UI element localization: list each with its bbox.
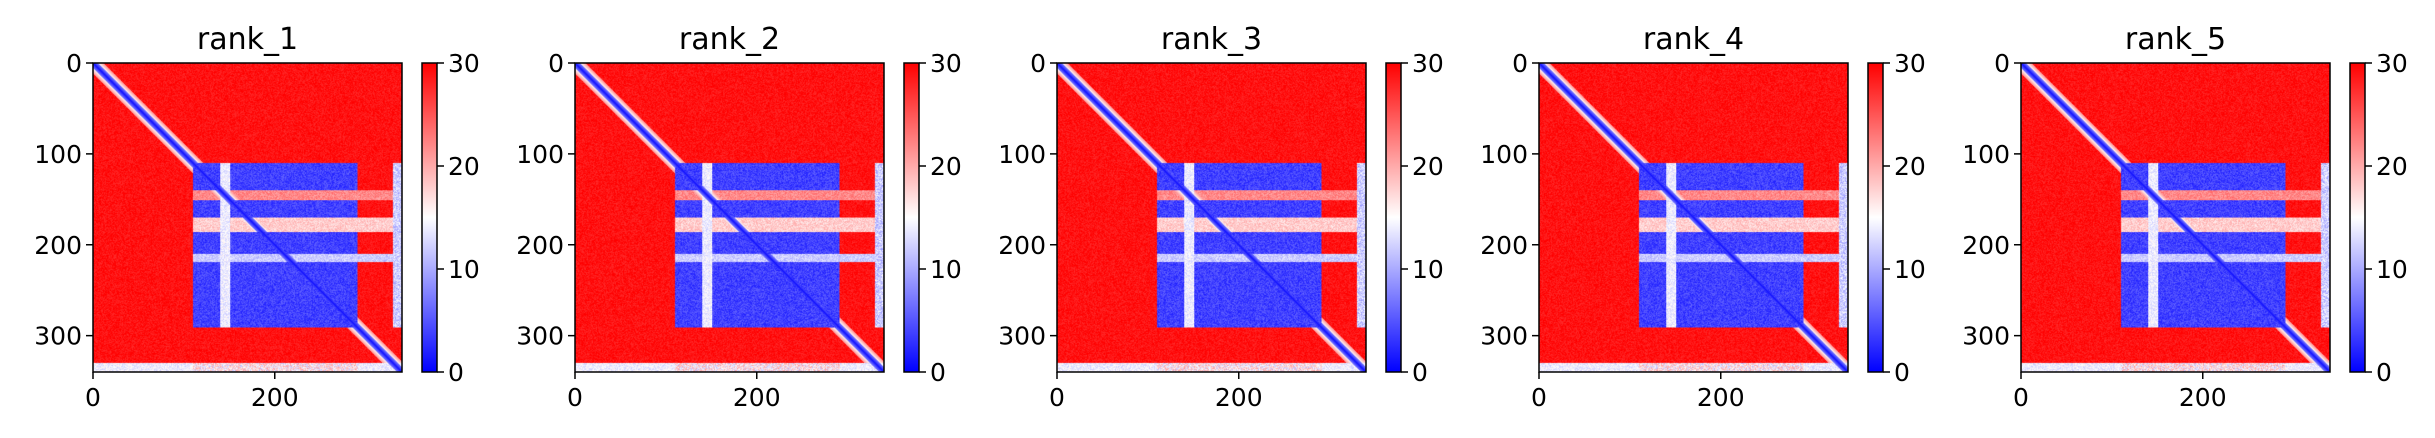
- colorbar-tick-label: 20: [1894, 152, 1926, 181]
- axes-frame: [1056, 62, 1367, 373]
- y-tick-label: 100: [516, 140, 564, 169]
- x-tick-label: 200: [2179, 383, 2227, 412]
- y-tick-label: 200: [34, 231, 82, 260]
- y-tick-label: 300: [1480, 322, 1528, 351]
- panel-title: rank_3: [1161, 22, 1262, 57]
- y-tick-label: 300: [516, 322, 564, 351]
- colorbar-tick-label: 30: [930, 49, 962, 78]
- colorbar-tick-label: 30: [448, 49, 480, 78]
- x-tick-label: 200: [1215, 383, 1263, 412]
- y-tick-label: 100: [1962, 140, 2010, 169]
- y-tick-label: 300: [998, 322, 1046, 351]
- panel-title: rank_4: [1643, 22, 1744, 57]
- panel-title: rank_2: [679, 22, 780, 57]
- heatmap-panel: rank_4 0 100 200 300 0 200 0 10 20 30: [1480, 22, 1926, 412]
- colorbar-tick-label: 20: [1412, 152, 1444, 181]
- heatmap-image: [2021, 63, 2330, 372]
- y-tick-label: 0: [66, 49, 82, 78]
- colorbar-tick-label: 30: [2376, 49, 2408, 78]
- heatmap-image: [93, 63, 402, 372]
- colorbar-tick-label: 0: [1412, 358, 1428, 387]
- colorbar-tick-label: 30: [1412, 49, 1444, 78]
- colorbar: [421, 62, 438, 373]
- colorbar-tick-label: 10: [2376, 255, 2408, 284]
- x-tick-label: 0: [1049, 383, 1065, 412]
- x-tick-label: 0: [567, 383, 583, 412]
- colorbar-tick-label: 10: [1894, 255, 1926, 284]
- panel-title: rank_1: [197, 22, 298, 57]
- y-tick-label: 200: [516, 231, 564, 260]
- y-tick-label: 0: [548, 49, 564, 78]
- colorbar: [1867, 62, 1884, 373]
- colorbar-tick-label: 10: [930, 255, 962, 284]
- heatmap-image: [575, 63, 884, 372]
- colorbar: [903, 62, 920, 373]
- x-tick-label: 200: [733, 383, 781, 412]
- x-tick-label: 0: [85, 383, 101, 412]
- y-tick-label: 300: [1962, 322, 2010, 351]
- heatmap-image: [1057, 63, 1366, 372]
- axes-frame: [92, 62, 403, 373]
- colorbar-tick-label: 10: [1412, 255, 1444, 284]
- heatmap-panel: rank_1 0 100 200 300 0 200 0 10 20 30: [34, 22, 480, 412]
- y-tick-label: 100: [998, 140, 1046, 169]
- x-tick-label: 0: [1531, 383, 1547, 412]
- x-tick-label: 0: [2013, 383, 2029, 412]
- colorbar: [2349, 62, 2366, 373]
- colorbar-tick-label: 20: [448, 152, 480, 181]
- y-tick-label: 100: [34, 140, 82, 169]
- x-tick-label: 200: [251, 383, 299, 412]
- colorbar-tick-label: 0: [448, 358, 464, 387]
- y-tick-label: 0: [1994, 49, 2010, 78]
- x-tick-label: 200: [1697, 383, 1745, 412]
- colorbar-tick-label: 30: [1894, 49, 1926, 78]
- y-tick-label: 200: [1480, 231, 1528, 260]
- y-tick-label: 0: [1512, 49, 1528, 78]
- axes-frame: [574, 62, 885, 373]
- colorbar-tick-label: 10: [448, 255, 480, 284]
- y-tick-label: 0: [1030, 49, 1046, 78]
- axes-frame: [1538, 62, 1849, 373]
- y-tick-label: 200: [998, 231, 1046, 260]
- y-tick-label: 200: [1962, 231, 2010, 260]
- heatmap-panel: rank_5 0 100 200 300 0 200 0 10 20 30: [1962, 22, 2408, 412]
- heatmap-panel: rank_3 0 100 200 300 0 200 0 10 20 30: [998, 22, 1444, 412]
- colorbar: [1385, 62, 1402, 373]
- axes-frame: [2020, 62, 2331, 373]
- colorbar-tick-label: 20: [930, 152, 962, 181]
- colorbar-tick-label: 0: [2376, 358, 2392, 387]
- colorbar-tick-label: 0: [1894, 358, 1910, 387]
- colorbar-tick-label: 0: [930, 358, 946, 387]
- heatmap-image: [1539, 63, 1848, 372]
- y-tick-label: 300: [34, 322, 82, 351]
- panel-title: rank_5: [2125, 22, 2226, 57]
- colorbar-tick-label: 20: [2376, 152, 2408, 181]
- heatmap-panel: rank_2 0 100 200 300 0 200 0 10 20 30: [516, 22, 962, 412]
- y-tick-label: 100: [1480, 140, 1528, 169]
